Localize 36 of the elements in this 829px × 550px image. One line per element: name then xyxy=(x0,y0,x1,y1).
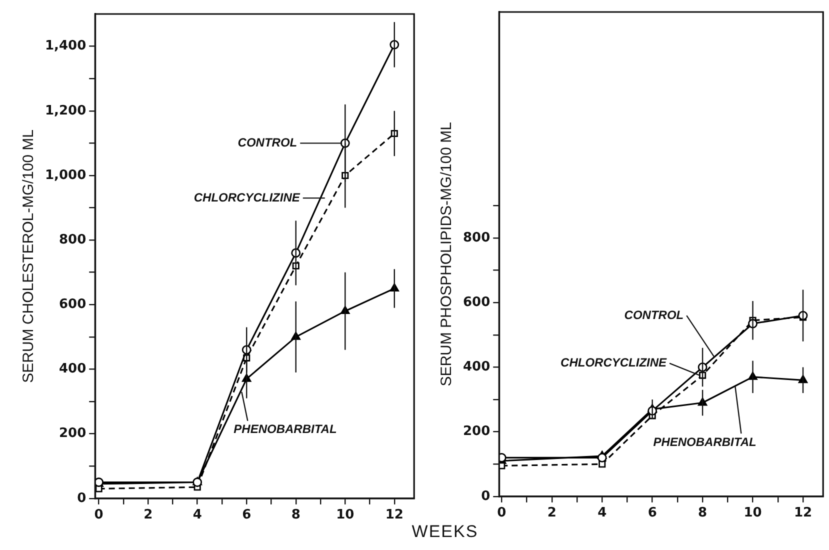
y-tick-label: 600 xyxy=(58,297,86,312)
x-tick-label: 6 xyxy=(648,506,657,521)
annotation: CONTROL xyxy=(238,135,298,150)
x-tick-label: 4 xyxy=(598,506,607,521)
y-tick-label: 600 xyxy=(462,295,490,310)
annotation: PHENOBARBITAL xyxy=(653,434,756,449)
x-tick-label: 0 xyxy=(497,506,506,521)
y-tick-label: 400 xyxy=(462,360,490,375)
x-tick-label: 2 xyxy=(144,508,153,523)
x-axis-title: WEEKS xyxy=(412,522,478,542)
x-tick-label: 4 xyxy=(192,508,202,523)
y-tick-label: 800 xyxy=(462,230,490,246)
y-tick-label: 0 xyxy=(481,488,490,504)
y-tick-label: 400 xyxy=(58,362,86,377)
x-tick-label: 10 xyxy=(744,506,762,521)
y-tick-label: 200 xyxy=(58,426,86,442)
y-tick-label: 0 xyxy=(77,490,86,506)
x-tick-label: 8 xyxy=(698,506,708,521)
y-tick-label: 1,000 xyxy=(44,168,86,183)
y-tick-label: 1,400 xyxy=(44,38,86,54)
x-tick-label: 0 xyxy=(94,508,104,523)
annotation: CHLORCYCLIZINE xyxy=(560,356,668,370)
y-tick-label: 800 xyxy=(58,232,86,248)
y-tick-label: 1,200 xyxy=(44,103,86,118)
annotation: PHENOBARBITAL xyxy=(234,422,337,436)
y-axis-title: SERUM PHOSPHOLIPIDS-MG/100 ML xyxy=(438,122,456,386)
y-tick-label: 200 xyxy=(462,424,490,440)
annotation: CHLORCYCLIZINE xyxy=(194,190,301,204)
annotation: CONTROL xyxy=(624,308,684,322)
x-tick-label: 8 xyxy=(291,508,300,523)
x-tick-label: 10 xyxy=(336,508,354,523)
x-tick-label: 2 xyxy=(547,506,556,521)
x-tick-label: 6 xyxy=(242,508,252,523)
x-tick-label: 12 xyxy=(794,506,812,521)
y-axis-title: SERUM CHOLESTEROL-MG/100 ML xyxy=(20,130,38,383)
x-tick-label: 12 xyxy=(385,508,404,523)
